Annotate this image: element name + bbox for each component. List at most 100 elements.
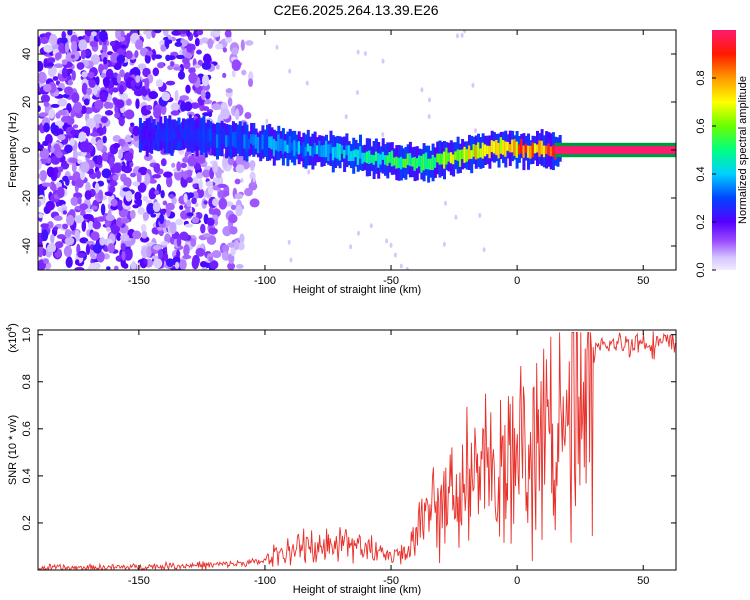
noise-blob bbox=[76, 62, 85, 70]
noise-blob bbox=[183, 193, 188, 204]
noise-blob bbox=[144, 77, 150, 90]
ridge-core bbox=[311, 146, 315, 157]
ridge-core bbox=[474, 144, 478, 160]
noise-blob bbox=[113, 142, 120, 149]
ridge-core bbox=[536, 144, 539, 153]
noise-blob bbox=[154, 54, 162, 59]
noise-blob bbox=[202, 112, 210, 117]
noise-blob bbox=[102, 135, 107, 144]
ridge-core bbox=[472, 144, 476, 157]
noise-blob bbox=[190, 238, 197, 247]
noise-blob bbox=[38, 200, 42, 208]
noise-blob bbox=[77, 252, 86, 258]
ridge-core bbox=[483, 144, 487, 157]
noise-blob bbox=[83, 98, 90, 106]
noise-blob bbox=[132, 181, 140, 187]
ridge-core bbox=[161, 129, 165, 143]
ridge-core bbox=[511, 139, 515, 153]
noise-blob bbox=[38, 213, 44, 219]
ridge-core bbox=[195, 129, 199, 147]
noise-blob bbox=[381, 132, 385, 138]
ridge-core bbox=[379, 154, 383, 165]
snr-line bbox=[38, 331, 676, 570]
noise-blob bbox=[224, 36, 233, 44]
noise-blob bbox=[39, 148, 50, 160]
noise-blob bbox=[173, 66, 182, 71]
ridge-core bbox=[449, 152, 453, 164]
chart-title: C2E6.2025.264.13.39.E26 bbox=[273, 2, 438, 18]
ridge-core bbox=[238, 134, 242, 144]
noise-blob bbox=[95, 170, 101, 179]
ridge-core bbox=[551, 145, 555, 157]
noise-blob bbox=[160, 44, 167, 52]
noise-blob bbox=[214, 219, 219, 226]
noise-blob bbox=[75, 259, 80, 266]
noise-blob bbox=[55, 120, 64, 128]
ridge-core bbox=[363, 152, 367, 163]
noise-blob bbox=[224, 30, 232, 38]
noise-blob bbox=[50, 103, 60, 108]
ridge-core bbox=[393, 157, 397, 166]
noise-blob bbox=[399, 263, 403, 269]
noise-blob bbox=[98, 63, 104, 74]
ridge-core bbox=[177, 124, 181, 142]
noise-blob bbox=[125, 50, 133, 60]
ridge-core bbox=[261, 134, 265, 150]
noise-blob bbox=[45, 62, 55, 67]
ridge-core bbox=[263, 139, 267, 148]
noise-blob bbox=[73, 101, 83, 114]
ridge-core bbox=[331, 147, 335, 161]
ridge-core bbox=[470, 150, 474, 159]
noise-blob bbox=[179, 30, 188, 35]
noise-blob bbox=[40, 223, 49, 229]
noise-blob bbox=[193, 162, 202, 171]
noise-blob bbox=[205, 181, 214, 187]
ridge-core bbox=[157, 129, 160, 144]
noise-blob bbox=[389, 242, 393, 248]
noise-blob bbox=[100, 203, 106, 216]
ridge-core bbox=[336, 143, 340, 159]
noise-blob bbox=[369, 223, 373, 229]
noise-blob bbox=[46, 157, 52, 164]
noise-blob bbox=[142, 195, 149, 202]
noise-blob bbox=[67, 30, 73, 36]
bottom-x-axis: -150 -100 -50 0 50 bbox=[128, 330, 649, 587]
noise-blob bbox=[61, 67, 68, 79]
noise-blob bbox=[198, 179, 203, 190]
noise-blob bbox=[102, 125, 107, 135]
ridge-core bbox=[522, 145, 526, 158]
noise-blob bbox=[208, 227, 218, 235]
noise-blob bbox=[38, 71, 47, 84]
noise-blob bbox=[71, 162, 77, 173]
noise-blob bbox=[69, 137, 75, 147]
ridge-core bbox=[318, 140, 322, 157]
noise-blob bbox=[249, 198, 260, 208]
noise-blob bbox=[105, 214, 115, 222]
noise-blob bbox=[186, 212, 194, 217]
noise-blob bbox=[225, 88, 233, 94]
ridge-core bbox=[433, 157, 437, 168]
noise-blob bbox=[61, 30, 66, 40]
noise-blob bbox=[166, 208, 171, 217]
noise-blob bbox=[151, 227, 158, 235]
noise-blob bbox=[46, 243, 57, 253]
noise-blob bbox=[179, 259, 187, 270]
noise-blob bbox=[170, 102, 180, 112]
noise-blob bbox=[103, 101, 111, 109]
noise-blob bbox=[164, 36, 169, 48]
ridge-core bbox=[352, 150, 356, 161]
noise-blob bbox=[80, 161, 90, 173]
noise-blob bbox=[90, 31, 97, 37]
noise-blob bbox=[287, 239, 291, 245]
noise-blob bbox=[94, 182, 100, 194]
noise-blob bbox=[121, 250, 126, 261]
ridge-core bbox=[320, 145, 324, 157]
noise-blob bbox=[356, 49, 360, 55]
noise-blob bbox=[222, 244, 230, 253]
noise-blob bbox=[116, 73, 121, 84]
ridge-core bbox=[381, 151, 385, 160]
colorbar-tick-label: 0.0 bbox=[695, 262, 707, 277]
noise-blob bbox=[62, 210, 67, 215]
noise-blob bbox=[45, 200, 55, 211]
noise-blob bbox=[135, 98, 140, 109]
